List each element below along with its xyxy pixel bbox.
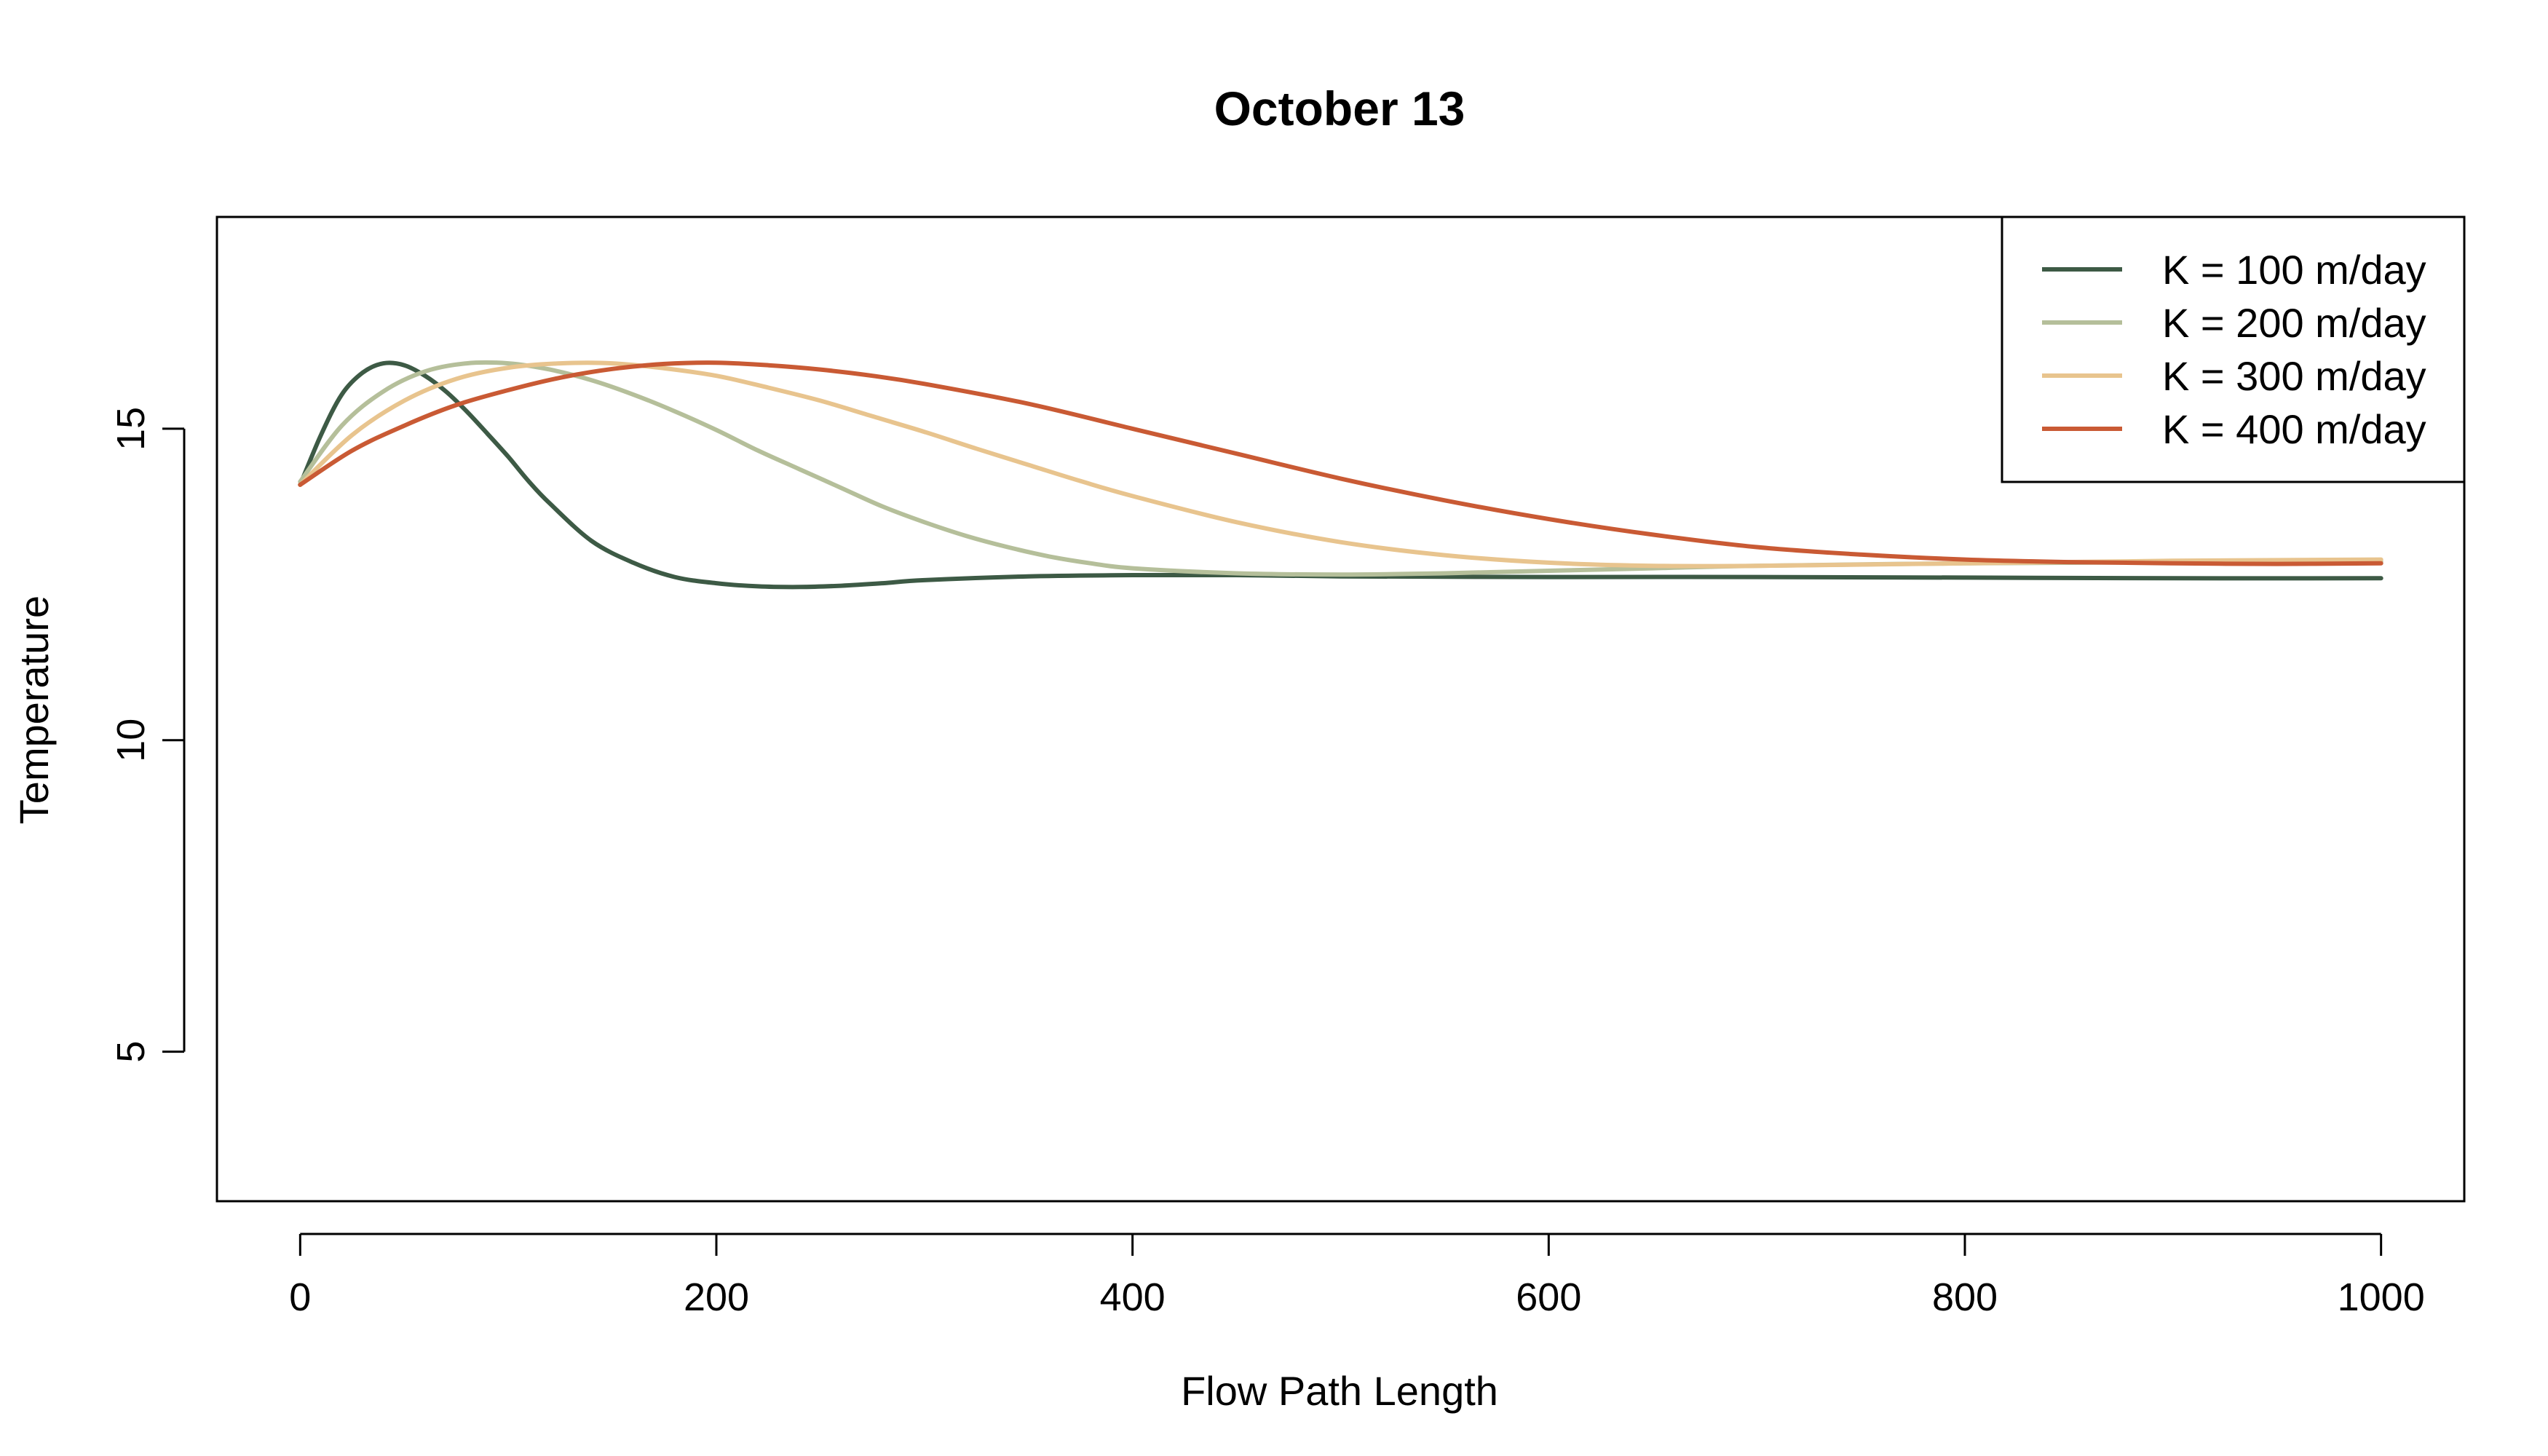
legend-label: K = 300 m/day — [2162, 353, 2426, 399]
x-tick-label: 600 — [1516, 1275, 1581, 1319]
axes: 0 200 400 600 800 1000 5 10 15 — [109, 407, 2425, 1319]
x-axis-label: Flow Path Length — [1181, 1368, 1498, 1414]
series-line-3 — [298, 360, 2383, 569]
legend: K = 100 m/day K = 200 m/day K = 300 m/day K… — [2001, 215, 2466, 483]
x-tick-label: 0 — [289, 1275, 311, 1319]
chart-title: October 13 — [1214, 82, 1465, 135]
x-tick-label: 1000 — [2338, 1275, 2425, 1319]
series-lines — [298, 360, 2383, 590]
series-line-1 — [298, 360, 2383, 590]
legend-label: K = 100 m/day — [2162, 247, 2426, 293]
legend-box — [2001, 215, 2466, 483]
x-tick-label: 200 — [684, 1275, 749, 1319]
plot-frame — [215, 215, 2466, 1203]
legend-label: K = 200 m/day — [2162, 300, 2426, 346]
series-line-4 — [298, 360, 2383, 566]
x-tick-label: 800 — [1932, 1275, 1998, 1319]
y-tick-label: 10 — [109, 719, 153, 762]
y-axis-label: Temperature — [11, 596, 57, 824]
y-tick-label: 5 — [109, 1041, 153, 1063]
y-tick-label: 15 — [109, 407, 153, 451]
x-tick-label: 400 — [1100, 1275, 1166, 1319]
plot-area — [215, 215, 2466, 1203]
legend-label: K = 400 m/day — [2162, 406, 2426, 452]
